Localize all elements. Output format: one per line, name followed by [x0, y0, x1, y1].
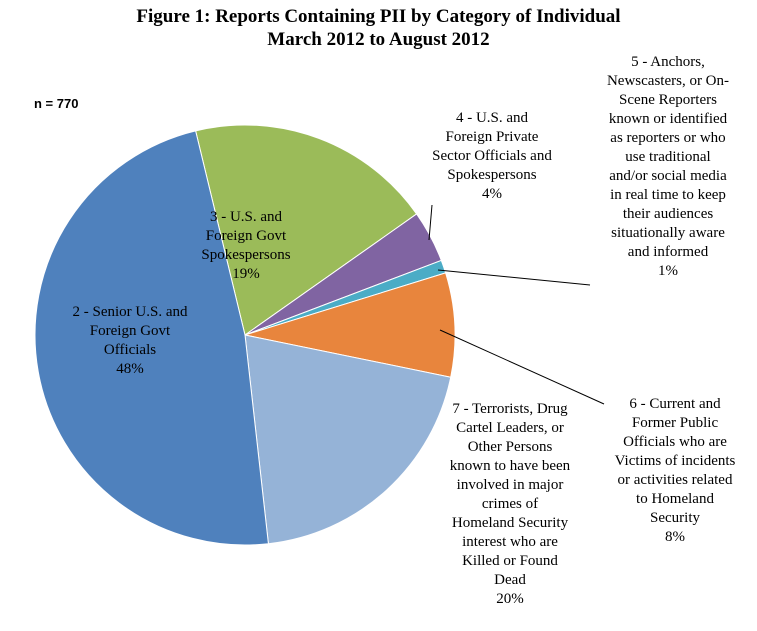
chart-title: Figure 1: Reports Containing PII by Cate… [136, 6, 621, 27]
pie-slice-5 [244, 334, 452, 545]
leader-line-3 [439, 329, 605, 405]
slice-label-3: 5 - Anchors, Newscasters, or On-Scene Rep… [607, 54, 729, 279]
slice-label-1: 3 - U.S. and Foreign Govt Spokespersons 19% [201, 209, 290, 282]
leader-line-2 [437, 269, 591, 286]
sample-size-annotation: n = 770 [34, 96, 78, 111]
leader-line-1 [428, 204, 433, 241]
slice-label-6: 2 - Senior U.S. and Foreign Govt Officials… [73, 304, 188, 377]
slice-label-4: 6 - Current and Former Public Officials wh… [615, 396, 736, 545]
pie-slice-1 [195, 124, 418, 336]
slice-label-5: 7 - Terrorists, Drug Cartel Leaders, or Ot… [450, 401, 571, 607]
chart-subtitle: March 2012 to August 2012 [267, 29, 490, 50]
pie-slice-6 [34, 130, 269, 546]
pie-slice-4 [244, 272, 456, 378]
slice-label-2: 4 - U.S. and Foreign Private Sector Offici… [432, 110, 552, 202]
